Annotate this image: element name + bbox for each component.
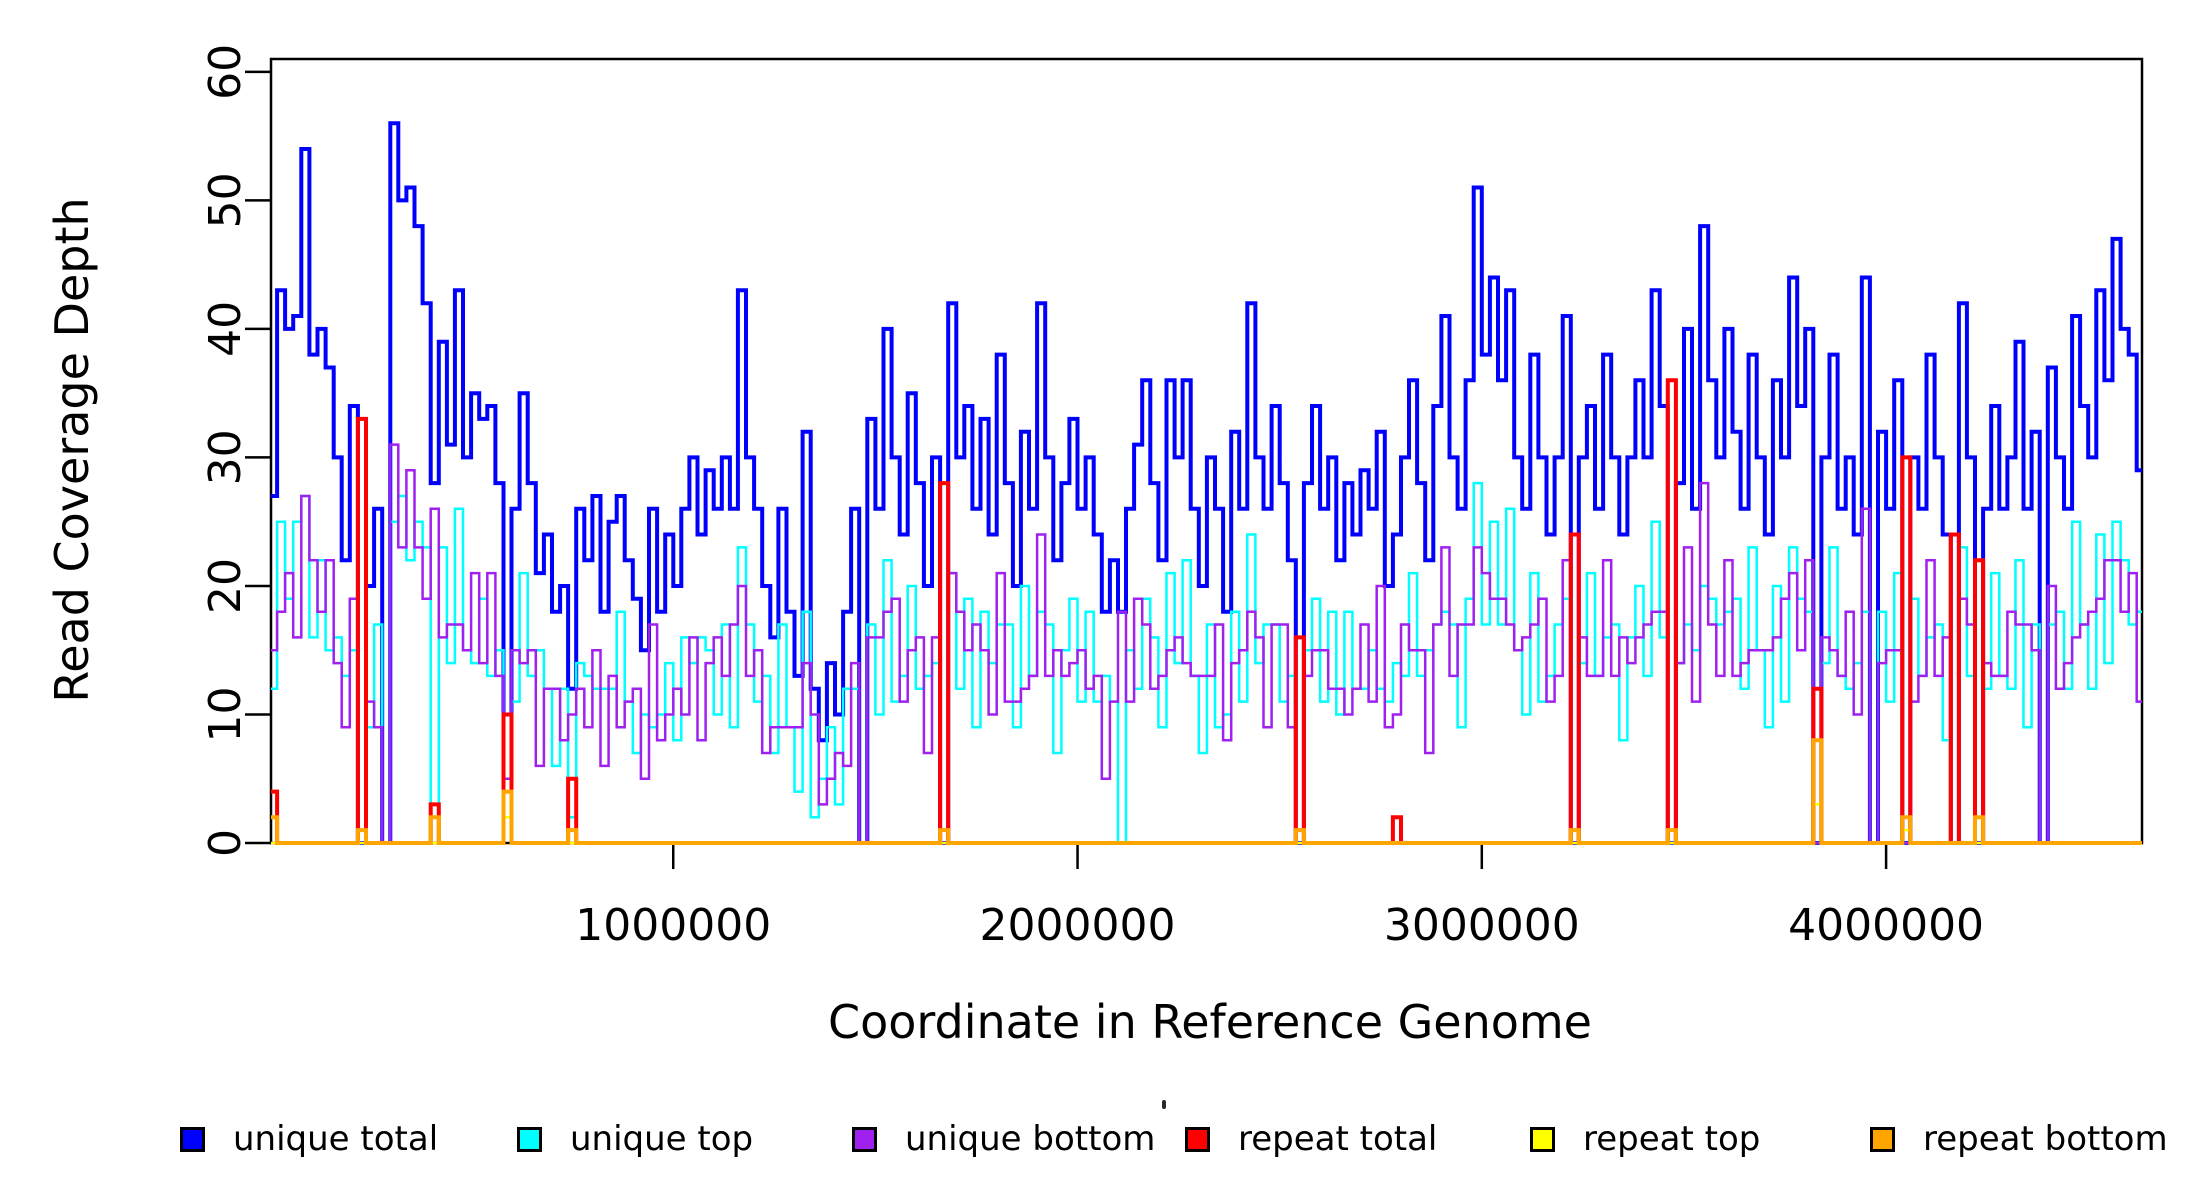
x-tick-label: 3000000 — [1384, 900, 1580, 951]
x-axis-label: Coordinate in Reference Genome — [828, 995, 1592, 1049]
x-tick-label: 1000000 — [575, 900, 771, 951]
series-unique-top — [271, 481, 2142, 845]
series-unique-bottom — [271, 443, 2142, 845]
legend-label: unique bottom — [905, 1119, 1156, 1159]
y-tick-label: 20 — [200, 558, 251, 614]
chart-canvas: 0 10 20 30 40 50 60 1000000 2000000 3000000 400000… — [45, 44, 2144, 1049]
stray-mark — [1162, 1100, 1166, 1109]
axes-layer: 0 10 20 30 40 50 60 1000000 2000000 3000000 400000… — [200, 44, 2144, 951]
legend-label: unique total — [233, 1119, 439, 1159]
legend-item-repeat-top: repeat top — [1530, 1119, 1760, 1159]
legend-swatch-icon — [1870, 1126, 1895, 1152]
legend-item-unique-total: unique total — [180, 1119, 438, 1159]
y-axis-label: Read Coverage Depth — [45, 197, 99, 702]
legend-swatch-icon — [852, 1126, 877, 1152]
y-tick-label: 0 — [200, 829, 251, 857]
legend-item-repeat-bottom: repeat bottom — [1870, 1119, 2168, 1159]
legend-item-repeat-total: repeat total — [1185, 1119, 1437, 1159]
legend-label: repeat top — [1583, 1119, 1761, 1159]
series-repeat-top — [271, 803, 2142, 845]
legend-label: unique top — [570, 1119, 754, 1159]
legend-swatch-icon — [517, 1126, 542, 1152]
series-repeat-bottom — [271, 738, 2142, 845]
legend-item-unique-bottom: unique bottom — [852, 1119, 1155, 1159]
y-tick-label: 50 — [200, 172, 251, 228]
x-tick-label: 2000000 — [980, 900, 1176, 951]
series-layer — [271, 121, 2142, 845]
legend-swatch-icon — [180, 1126, 205, 1152]
y-tick-label: 60 — [200, 44, 251, 100]
legend-item-unique-top: unique top — [517, 1119, 753, 1159]
y-tick-label: 30 — [200, 429, 251, 485]
legend-label: repeat bottom — [1923, 1119, 2168, 1159]
y-tick-label: 10 — [200, 686, 251, 742]
legend-swatch-icon — [1185, 1126, 1210, 1152]
y-tick-label: 40 — [200, 301, 251, 357]
legend-label: repeat total — [1238, 1119, 1438, 1159]
legend-swatch-icon — [1530, 1126, 1555, 1152]
series-unique-total — [271, 121, 2142, 845]
x-tick-label: 4000000 — [1788, 900, 1984, 951]
